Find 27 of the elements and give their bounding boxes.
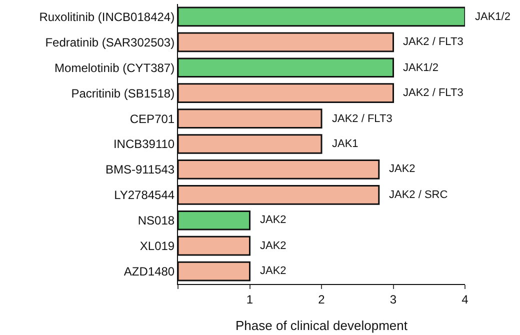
annotation: JAK2 / FLT3 bbox=[403, 36, 464, 48]
annotation: JAK2 bbox=[260, 214, 286, 226]
y-tick-label: AZD1480 bbox=[124, 264, 175, 278]
annotation: JAK2 / FLT3 bbox=[403, 87, 464, 99]
annotation: JAK1 bbox=[332, 138, 358, 150]
y-tick-label: Pacritinib (SB1518) bbox=[71, 86, 175, 100]
y-tick-label: BMS-911543 bbox=[105, 162, 175, 177]
x-tick-label: 1 bbox=[246, 292, 254, 306]
y-tick-label: XL019 bbox=[140, 239, 175, 254]
x-tick-label: 4 bbox=[462, 292, 469, 306]
annotation: JAK2 bbox=[260, 265, 286, 277]
annotation: JAK1/2 bbox=[403, 62, 438, 74]
y-tick-label: Ruxolitinib (INCB018424) bbox=[39, 10, 175, 24]
annotation: JAK2 bbox=[260, 240, 286, 252]
x-tick-label: 3 bbox=[390, 292, 397, 306]
y-tick-label: CEP701 bbox=[130, 112, 175, 126]
annotation: JAK2 / SRC bbox=[389, 189, 448, 201]
y-tick-label: Fedratinib (SAR302503) bbox=[45, 35, 175, 50]
annotation: JAK2 / FLT3 bbox=[332, 113, 392, 125]
annotation: JAK1/2 bbox=[475, 11, 510, 23]
y-tick-label: NS018 bbox=[138, 214, 175, 228]
y-tick-label: Momelotinib (CYT387) bbox=[54, 60, 175, 75]
y-tick-label: LY2784544 bbox=[114, 188, 175, 202]
x-axis-title: Phase of clinical development bbox=[236, 318, 408, 333]
x-tick-label: 2 bbox=[318, 292, 326, 306]
y-tick-label: INCB39110 bbox=[113, 137, 175, 152]
annotation: JAK2 bbox=[389, 163, 416, 175]
